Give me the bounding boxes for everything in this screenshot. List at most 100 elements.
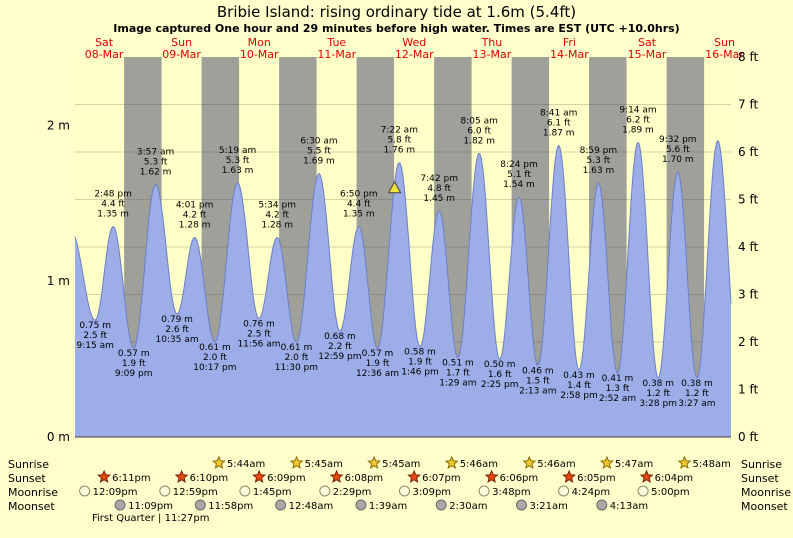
- y-axis-label-right: 0 ft: [738, 430, 758, 444]
- low-tide-label: 12:59 pm: [318, 352, 361, 362]
- moonset-time: 11:58pm: [208, 501, 253, 512]
- moonset-icon: [275, 499, 287, 511]
- moonrise-time: 3:48pm: [492, 487, 531, 498]
- sunset-time: 6:09pm: [267, 473, 306, 484]
- moonrise-time: 4:24pm: [572, 487, 611, 498]
- sunrise-icon: [211, 455, 226, 469]
- sunset-time: 6:05pm: [577, 473, 616, 484]
- moonrise-icon: [558, 485, 570, 497]
- sunset-time: 6:10pm: [190, 473, 229, 484]
- high-tide-label: 7:22 am: [381, 126, 418, 136]
- tide-curve: [74, 140, 732, 379]
- low-tide-label: 2.5 ft: [247, 330, 271, 340]
- high-tide-label: 1.63 m: [583, 166, 615, 176]
- day-label-dow: Wed: [402, 36, 426, 49]
- moonrise-time: 12:59pm: [173, 487, 218, 498]
- high-tide-label: 9:32 pm: [659, 135, 697, 145]
- low-tide-label: 0.46 m: [522, 366, 554, 376]
- low-tide-label: 1.9 ft: [366, 359, 390, 369]
- moonrise-time: 12:09pm: [93, 487, 138, 498]
- high-tide-label: 1.35 m: [343, 210, 375, 220]
- high-tide-label: 1.62 m: [140, 168, 172, 178]
- sunset-row-label-right: Sunset: [741, 472, 779, 485]
- moonrise-time: 1:45pm: [253, 487, 292, 498]
- high-tide-label: 1.45 m: [423, 194, 455, 204]
- low-tide-label: 10:35 am: [156, 335, 199, 345]
- sunset-time: 6:06pm: [500, 473, 539, 484]
- high-tide-label: 1.89 m: [622, 126, 654, 136]
- high-tide-label: 1.28 m: [179, 221, 211, 231]
- low-tide-label: 0.38 m: [681, 379, 713, 389]
- day-label-dow: Fri: [563, 36, 576, 49]
- sunrise-icon: [599, 455, 614, 469]
- y-axis-label-right: 4 ft: [738, 240, 758, 254]
- high-tide-label: 1.87 m: [543, 129, 575, 139]
- sunrise-icon: [522, 455, 537, 469]
- high-tide-label: 5.3 ft: [226, 156, 250, 166]
- high-tide-label: 6:50 pm: [340, 190, 378, 200]
- moonset-time: 4:13am: [610, 501, 648, 512]
- moonset-row-label-left: Moonset: [8, 500, 55, 513]
- sunset-icon: [252, 469, 267, 483]
- sunset-icon: [407, 469, 422, 483]
- y-axis-label-left: 0 m: [47, 430, 70, 444]
- low-tide-label: 2.2 ft: [328, 342, 352, 352]
- low-tide-label: 1.4 ft: [567, 381, 591, 391]
- high-tide-label: 5.5 ft: [307, 147, 331, 157]
- moon-phase-label: First Quarter | 11:27pm: [92, 513, 210, 524]
- low-tide-label: 2:25 pm: [481, 380, 519, 390]
- sunrise-icon: [444, 455, 459, 469]
- high-tide-label: 1.69 m: [303, 157, 335, 167]
- low-tide-label: 1.2 ft: [646, 389, 670, 399]
- low-tide-label: 3:28 pm: [639, 399, 677, 409]
- y-axis-label-right: 3 ft: [738, 288, 758, 302]
- high-tide-label: 3:57 am: [137, 148, 174, 158]
- high-tide-label: 1.54 m: [503, 180, 535, 190]
- moonrise-icon: [478, 485, 490, 497]
- sunset-time: 6:11pm: [112, 473, 151, 484]
- high-tide-label: 1.76 m: [383, 146, 415, 156]
- day-label-date: 12-Mar: [395, 48, 434, 61]
- high-tide-label: 1.63 m: [222, 166, 254, 176]
- day-label-date: 08-Mar: [85, 48, 124, 61]
- moonset-icon: [596, 499, 608, 511]
- low-tide-label: 1:29 am: [439, 379, 476, 389]
- high-tide-label: 9:14 am: [619, 106, 656, 116]
- y-axis-label-left: 2 m: [47, 118, 70, 132]
- sunrise-time: 5:46am: [460, 459, 498, 470]
- moonset-icon: [516, 499, 527, 511]
- current-tide-marker: [387, 180, 402, 194]
- low-tide-label: 0.43 m: [563, 371, 595, 381]
- high-tide-label: 2:48 pm: [94, 190, 132, 200]
- moonrise-icon: [399, 485, 410, 497]
- low-tide-label: 11:30 pm: [275, 363, 318, 373]
- sunrise-row-label-left: Sunrise: [8, 458, 50, 471]
- high-tide-label: 6.2 ft: [626, 116, 650, 126]
- high-tide-label: 5.3 ft: [587, 156, 611, 166]
- high-tide-label: 1.35 m: [97, 210, 129, 220]
- low-tide-label: 0.38 m: [642, 379, 674, 389]
- sunrise-icon: [677, 455, 692, 469]
- tide-area: [75, 141, 731, 437]
- sunrise-time: 5:45am: [382, 459, 420, 470]
- moonset-time: 1:39am: [369, 501, 407, 512]
- day-label-dow: Sun: [171, 36, 192, 49]
- moonrise-icon: [79, 485, 91, 497]
- low-tide-label: 0.50 m: [484, 360, 516, 370]
- day-label-date: 11-Mar: [317, 48, 356, 61]
- moonrise-row-label-right: Moonrise: [741, 486, 791, 499]
- sunset-row-label-left: Sunset: [8, 472, 46, 485]
- moonrise-icon: [637, 485, 649, 497]
- high-tide-label: 4.4 ft: [101, 200, 125, 210]
- high-tide-label: 5.8 ft: [387, 136, 411, 146]
- sunset-icon: [484, 469, 499, 483]
- high-tide-label: 1.82 m: [463, 136, 495, 146]
- low-tide-label: 1:46 pm: [401, 368, 439, 378]
- moonset-row-label-right: Moonset: [741, 500, 788, 513]
- sunset-icon: [174, 469, 189, 483]
- sunrise-time: 5:47am: [615, 459, 653, 470]
- low-tide-label: 0.51 m: [442, 359, 474, 369]
- low-tide-label: 2.5 ft: [83, 331, 107, 341]
- high-tide-label: 6:30 am: [300, 137, 337, 147]
